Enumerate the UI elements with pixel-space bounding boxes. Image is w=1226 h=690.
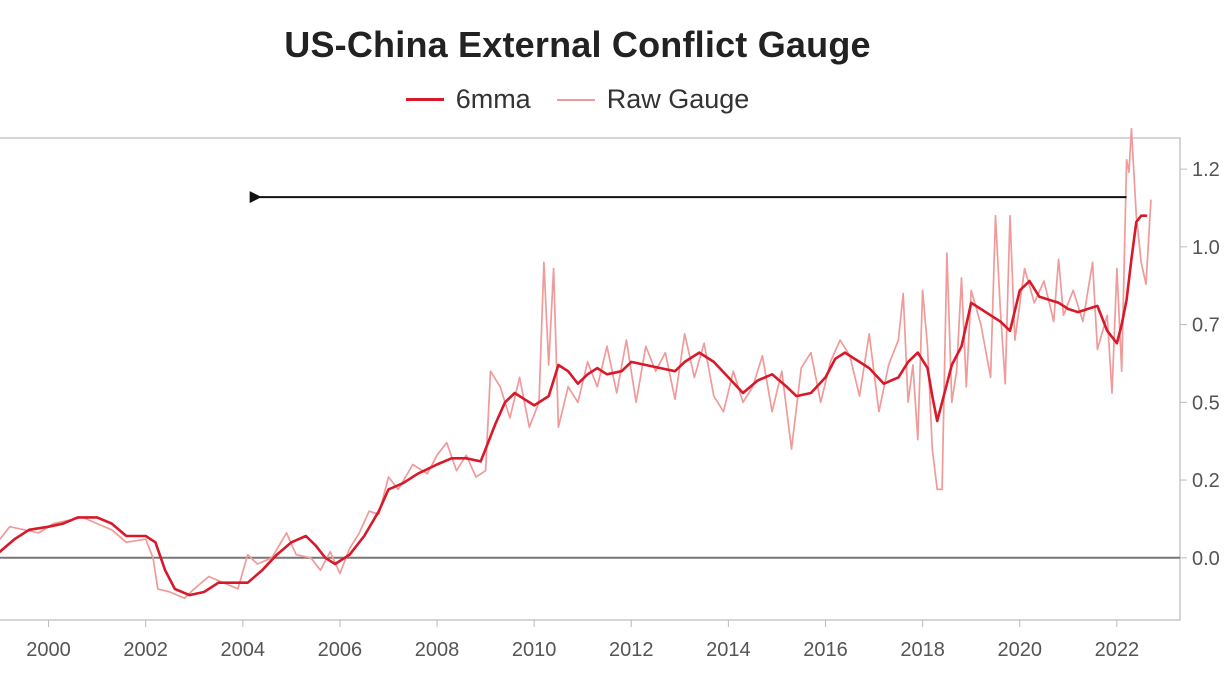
x-tick-label: 2022 bbox=[1095, 639, 1140, 661]
y-tick-label: 0.0 bbox=[1192, 548, 1220, 570]
x-tick-label: 2020 bbox=[998, 639, 1043, 661]
y-tick-label: 0.5 bbox=[1192, 392, 1220, 414]
legend-item-raw-gauge: Raw Gauge bbox=[556, 84, 750, 115]
legend-label-6mma: 6mma bbox=[455, 84, 531, 114]
x-tick-label: 2010 bbox=[512, 639, 557, 661]
y-tick-label: 0.2 bbox=[1192, 470, 1220, 492]
x-tick-label: 2018 bbox=[900, 639, 945, 661]
series-line-6mma bbox=[0, 214, 1148, 597]
legend: 6mma Raw Gauge bbox=[0, 84, 1155, 115]
x-tick-label: 2002 bbox=[123, 639, 168, 661]
x-tick-label: 2012 bbox=[609, 639, 654, 661]
x-tick-label: 2016 bbox=[803, 639, 848, 661]
y-tick-label: 1.2 bbox=[1192, 159, 1220, 181]
legend-swatch-6mma bbox=[405, 98, 444, 101]
chart-title: US-China External Conflict Gauge bbox=[284, 24, 871, 65]
plot-border bbox=[0, 137, 1181, 621]
legend-label-raw-gauge: Raw Gauge bbox=[606, 84, 750, 114]
x-tick-label: 2004 bbox=[221, 639, 266, 661]
x-tick-label: 2000 bbox=[26, 639, 71, 661]
series-line-raw-gauge bbox=[0, 127, 1152, 600]
x-tick-label: 2008 bbox=[415, 639, 460, 661]
legend-item-6mma: 6mma bbox=[405, 84, 531, 115]
legend-swatch-raw-gauge bbox=[556, 98, 595, 101]
y-tick-label: 1.0 bbox=[1192, 237, 1220, 259]
y-tick-label: 0.7 bbox=[1192, 315, 1220, 337]
x-tick-label: 2006 bbox=[318, 639, 363, 661]
x-tick-label: 2014 bbox=[706, 639, 751, 661]
